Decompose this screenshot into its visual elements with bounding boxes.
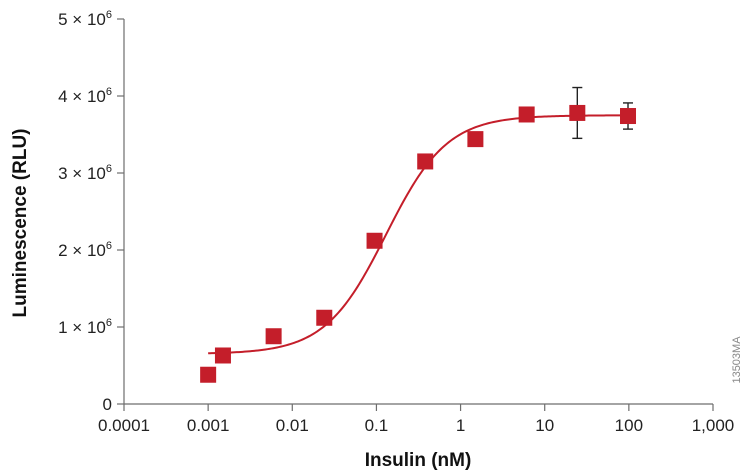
x-tick-label: 1,000 <box>692 416 735 435</box>
x-tick-label: 0.0001 <box>98 416 150 435</box>
data-point <box>366 232 383 249</box>
data-point <box>316 309 333 326</box>
y-tick-label: 2 × 106 <box>58 240 112 260</box>
data-point <box>214 347 231 364</box>
data-point <box>569 104 586 121</box>
fit-curve <box>208 114 629 355</box>
y-tick-label: 0 <box>103 395 112 414</box>
data-points <box>200 104 637 383</box>
fit-curve-layer <box>208 114 629 355</box>
axes <box>123 19 713 405</box>
y-tick-label: 3 × 106 <box>58 163 112 183</box>
x-tick-label: 10 <box>535 416 554 435</box>
data-point <box>518 106 535 123</box>
data-point <box>265 328 282 345</box>
y-tick-label: 5 × 106 <box>58 9 112 29</box>
x-tick-label: 100 <box>615 416 643 435</box>
data-point <box>200 366 217 383</box>
y-tick-label: 1 × 106 <box>58 317 112 337</box>
x-tick-label: 0.01 <box>276 416 309 435</box>
data-point <box>467 131 484 148</box>
data-point <box>417 153 434 170</box>
x-tick-label: 0.1 <box>365 416 389 435</box>
x-axis-title: Insulin (nM) <box>365 450 472 471</box>
y-tick-label: 4 × 106 <box>58 86 112 106</box>
y-axis-title: Luminescence (RLU) <box>10 129 31 318</box>
x-tick-label: 0.001 <box>187 416 230 435</box>
ticks: 0.0001 0.001 0.01 0.1 1 10 100 1,000 0 1 × 106 2 ×… <box>58 9 734 435</box>
figure-code: 13503MA <box>731 336 743 384</box>
data-point <box>620 108 637 125</box>
x-tick-label: 1 <box>456 416 465 435</box>
